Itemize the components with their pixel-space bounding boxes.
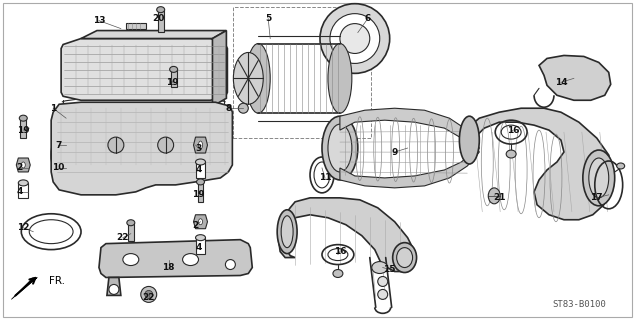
Ellipse shape [371,261,388,274]
Polygon shape [51,102,232,195]
Text: ST83-B0100: ST83-B0100 [552,300,606,309]
Ellipse shape [246,44,271,113]
Polygon shape [467,108,613,220]
Ellipse shape [488,188,500,204]
Ellipse shape [238,103,248,113]
Polygon shape [107,277,121,295]
Polygon shape [128,223,134,241]
Polygon shape [11,277,37,300]
Text: 11: 11 [319,173,331,182]
Text: 15: 15 [384,265,396,274]
Ellipse shape [196,235,206,241]
Text: 4: 4 [196,165,202,174]
Text: 22: 22 [117,233,129,242]
Text: 19: 19 [166,78,179,87]
Text: 2: 2 [192,221,199,230]
Text: 16: 16 [333,247,346,256]
Text: 3: 3 [196,144,202,153]
Text: FR.: FR. [49,276,65,286]
Polygon shape [196,162,206,178]
Polygon shape [61,38,227,100]
Ellipse shape [196,179,204,185]
Ellipse shape [397,248,413,268]
Text: 17: 17 [591,193,603,202]
Polygon shape [17,158,30,172]
Text: 7: 7 [55,140,62,149]
Ellipse shape [277,210,297,253]
Ellipse shape [320,4,390,73]
Text: 16: 16 [507,126,519,135]
Ellipse shape [127,220,135,226]
Ellipse shape [123,253,139,266]
Polygon shape [213,31,227,106]
Text: 2: 2 [16,164,22,172]
Ellipse shape [199,141,203,149]
Ellipse shape [330,14,380,63]
Polygon shape [539,55,611,100]
Ellipse shape [183,253,199,266]
Text: 20: 20 [152,14,165,23]
Ellipse shape [328,124,352,172]
Ellipse shape [392,243,417,273]
Text: 1: 1 [50,104,57,113]
Ellipse shape [281,216,293,248]
Text: 13: 13 [93,16,105,25]
Text: 19: 19 [17,126,30,135]
Ellipse shape [617,163,625,169]
Polygon shape [81,31,227,38]
Ellipse shape [225,260,236,269]
Polygon shape [197,182,203,202]
Ellipse shape [506,150,516,158]
Ellipse shape [145,291,153,298]
Polygon shape [126,23,146,28]
Text: 14: 14 [554,78,567,87]
Text: 9: 9 [391,148,398,156]
Ellipse shape [589,158,609,198]
Ellipse shape [141,286,157,302]
Text: 4: 4 [16,188,22,196]
Text: 22: 22 [142,293,155,302]
Text: 10: 10 [52,164,64,172]
Polygon shape [340,148,479,188]
Ellipse shape [157,7,164,13]
Polygon shape [196,238,206,253]
Polygon shape [171,69,177,87]
Polygon shape [18,183,29,198]
Ellipse shape [19,115,27,121]
Text: 18: 18 [163,263,175,272]
Polygon shape [340,108,479,152]
Ellipse shape [157,137,173,153]
Ellipse shape [18,180,29,186]
Ellipse shape [322,116,358,180]
Text: 6: 6 [364,14,371,23]
Ellipse shape [170,67,178,72]
Polygon shape [194,215,208,229]
Ellipse shape [108,137,124,153]
Text: 4: 4 [196,243,202,252]
Ellipse shape [378,276,388,286]
Ellipse shape [378,289,388,300]
Ellipse shape [196,159,206,165]
Ellipse shape [234,52,264,104]
Polygon shape [278,198,415,271]
Text: 12: 12 [17,223,30,232]
Text: 21: 21 [493,193,505,202]
Text: 5: 5 [265,14,271,23]
Ellipse shape [22,162,25,168]
Ellipse shape [459,116,479,164]
Ellipse shape [109,284,119,294]
Ellipse shape [199,219,203,225]
Polygon shape [20,118,26,138]
Text: 8: 8 [225,104,232,113]
Ellipse shape [340,24,370,53]
Ellipse shape [328,44,352,113]
Text: 19: 19 [192,190,205,199]
Ellipse shape [583,150,615,206]
Polygon shape [157,10,164,32]
Polygon shape [194,137,208,153]
Ellipse shape [333,269,343,277]
Polygon shape [99,240,252,277]
